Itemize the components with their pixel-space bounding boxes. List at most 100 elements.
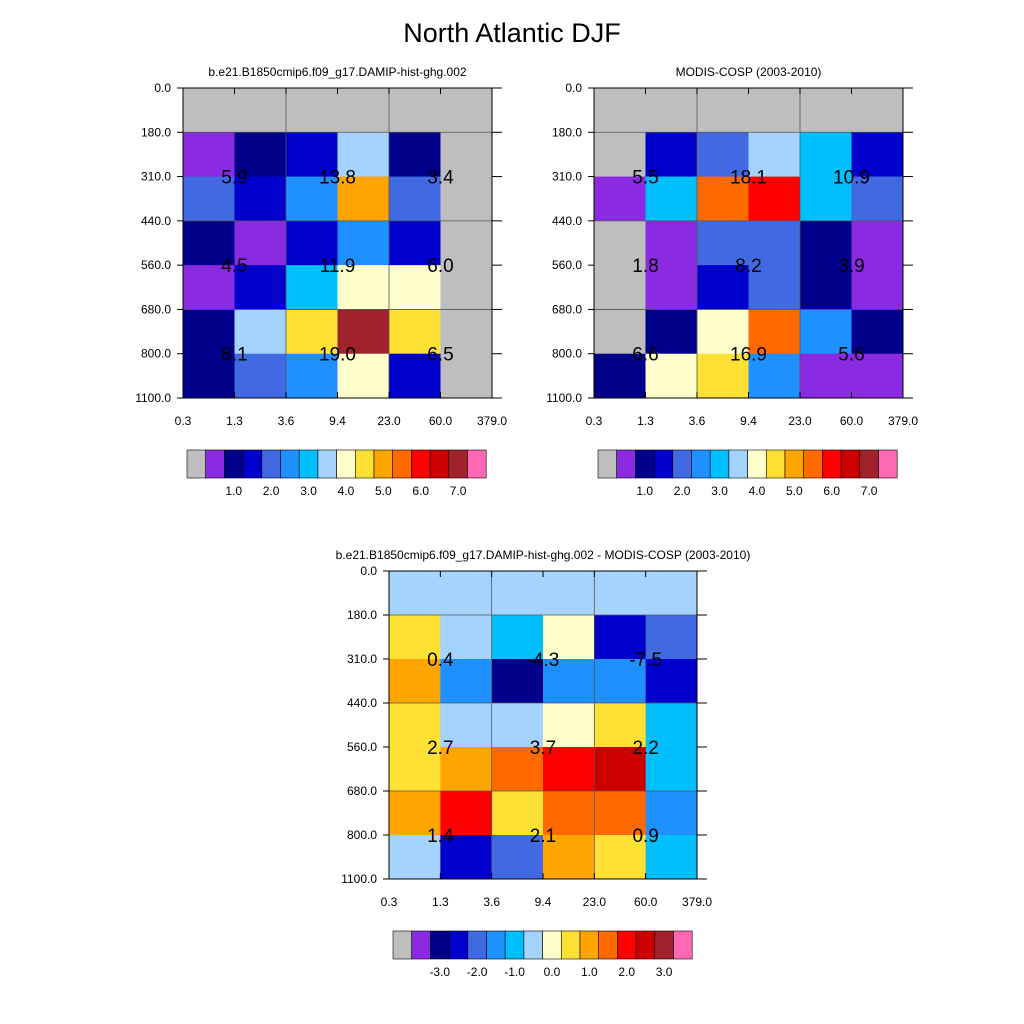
colorbar-label: 7.0 xyxy=(861,484,878,498)
heatmap-cell xyxy=(491,835,544,880)
heatmap-cell xyxy=(645,265,698,310)
heatmap-cell xyxy=(389,265,441,310)
colorbar-label: 1.0 xyxy=(581,965,598,979)
colorbar-swatch xyxy=(635,930,656,960)
heatmap-cell xyxy=(389,132,441,178)
heatmap-cell xyxy=(594,132,646,178)
colorbar-swatch xyxy=(598,930,618,960)
colorbar-label: 3.0 xyxy=(711,484,728,498)
heatmap-cell xyxy=(594,747,647,792)
heatmap-cell xyxy=(234,132,287,178)
heatmap-cell xyxy=(594,88,646,133)
heatmap-cell xyxy=(645,659,698,704)
heatmap-cell xyxy=(337,176,390,222)
y-tick-label: 440.0 xyxy=(347,696,377,710)
cell-value-label: 2.1 xyxy=(530,826,556,847)
heatmap-cell xyxy=(645,220,698,266)
heatmap-cell xyxy=(389,615,441,660)
heatmap-cell xyxy=(440,791,493,836)
y-tick-label: 180.0 xyxy=(141,125,171,139)
y-tick-label: 560.0 xyxy=(347,740,377,754)
heatmap-cell xyxy=(645,835,698,880)
heatmap-cell xyxy=(440,703,493,748)
heatmap-cell xyxy=(440,835,493,880)
cell-value-label: 2.7 xyxy=(427,738,453,759)
heatmap-cell xyxy=(440,132,493,178)
heatmap-cell xyxy=(234,176,287,222)
cell-value-label: 10.9 xyxy=(833,168,870,189)
heatmap-cell xyxy=(389,747,441,792)
colorbar-label: -1.0 xyxy=(504,965,525,979)
cell-value-label: 4.5 xyxy=(221,256,247,277)
heatmap-cell xyxy=(440,220,493,266)
colorbar-label: 3.0 xyxy=(656,965,673,979)
colorbar-swatch xyxy=(617,930,637,960)
colorbar-swatch xyxy=(411,930,431,960)
cell-value-label: 5.5 xyxy=(632,168,658,189)
x-tick-label: 3.6 xyxy=(689,414,706,428)
colorbar-label: 3.0 xyxy=(300,484,317,498)
y-tick-label: 800.0 xyxy=(141,347,171,361)
colorbar-label: 5.0 xyxy=(786,484,803,498)
heatmap-cell xyxy=(748,353,801,399)
heatmap-cell xyxy=(697,176,749,222)
x-tick-label: 1.3 xyxy=(226,414,243,428)
cell-value-label: 6.6 xyxy=(632,345,658,366)
cell-value-label: 18.1 xyxy=(730,168,767,189)
heatmap-cell xyxy=(491,571,544,616)
cell-value-label: 8.1 xyxy=(221,345,247,366)
heatmap-cell xyxy=(337,309,390,355)
cell-value-label: -4.3 xyxy=(527,650,560,671)
x-tick-label: 60.0 xyxy=(634,895,658,909)
heatmap-cell xyxy=(389,703,441,748)
y-tick-label: 680.0 xyxy=(552,302,582,316)
cell-value-label: 1.4 xyxy=(427,826,454,847)
heatmap-cell xyxy=(800,220,852,266)
heatmap-cell xyxy=(594,703,647,748)
heatmap-cell xyxy=(748,88,801,133)
heatmap-cell xyxy=(543,835,595,880)
cell-value-label: 16.9 xyxy=(730,345,767,366)
heatmap-cell xyxy=(286,309,338,355)
cell-value-label: 8.2 xyxy=(735,256,761,277)
heatmap-cell xyxy=(183,220,235,266)
colorbar-label: 4.0 xyxy=(338,484,355,498)
x-tick-label: 0.3 xyxy=(586,414,603,428)
cell-value-label: 3.4 xyxy=(427,168,454,189)
colorbar-label: 5.0 xyxy=(375,484,392,498)
colorbar-label: 1.0 xyxy=(636,484,653,498)
y-tick-label: 310.0 xyxy=(347,652,377,666)
colorbar-swatch xyxy=(579,930,600,960)
heatmap-cell xyxy=(183,309,235,355)
cell-value-label: 3.7 xyxy=(530,738,556,759)
heatmap-cell xyxy=(697,265,749,310)
heatmap-cell xyxy=(645,88,698,133)
y-tick-label: 310.0 xyxy=(141,170,171,184)
y-tick-label: 0.0 xyxy=(154,81,171,95)
heatmap-cell xyxy=(286,265,338,310)
colorbar-label: 6.0 xyxy=(823,484,840,498)
heatmap-cell xyxy=(440,747,493,792)
x-tick-label: 1.3 xyxy=(432,895,449,909)
heatmap-cell xyxy=(594,571,647,616)
y-tick-label: 1100.0 xyxy=(341,872,377,886)
heatmap-cell xyxy=(337,88,390,133)
heatmap-cell xyxy=(234,309,287,355)
y-tick-label: 560.0 xyxy=(141,258,171,272)
colorbar-swatch xyxy=(430,930,450,960)
y-tick-label: 680.0 xyxy=(141,302,171,316)
heatmap-cell xyxy=(594,353,646,399)
y-tick-label: 0.0 xyxy=(565,81,582,95)
cell-value-label: 0.9 xyxy=(632,826,658,847)
colorbar-swatch xyxy=(673,930,693,960)
heatmap-cell xyxy=(440,353,493,399)
heatmap-cell xyxy=(183,132,235,178)
colorbar-label: 6.0 xyxy=(412,484,429,498)
heatmap-cell xyxy=(183,88,235,133)
heatmap-cell xyxy=(440,265,493,310)
heatmap-cell xyxy=(286,353,338,399)
cell-value-label: 1.8 xyxy=(632,256,658,277)
heatmap-cell xyxy=(234,265,287,310)
heatmap-cell xyxy=(440,571,493,616)
x-tick-label: 60.0 xyxy=(840,414,864,428)
